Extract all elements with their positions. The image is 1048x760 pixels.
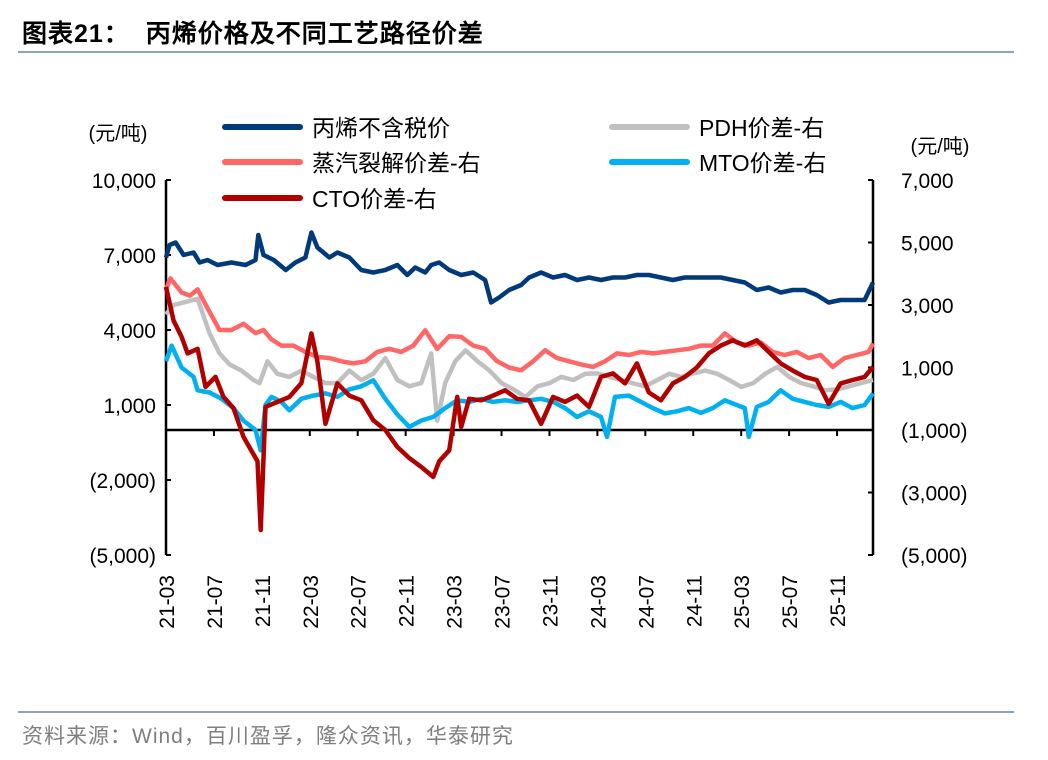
right-tick-label: (1,000) <box>901 420 968 443</box>
x-tick-label: 21-11 <box>252 575 275 627</box>
left-tick-label: (5,000) <box>89 545 156 568</box>
legend-label: 丙烯不含税价 <box>312 115 450 141</box>
x-tick-label: 24-03 <box>587 575 610 629</box>
right-tick-label: 5,000 <box>901 233 954 256</box>
left-tick-label: 10,000 <box>92 170 156 193</box>
x-tick-label: 24-07 <box>635 575 658 629</box>
left-tick-label: (2,000) <box>89 470 156 493</box>
series-line-0 <box>163 230 876 305</box>
right-tick-label: (3,000) <box>901 483 968 506</box>
legend-label: 蒸汽裂解价差-右 <box>312 150 481 176</box>
x-tick-label: 25-11 <box>827 575 850 627</box>
left-tick-label: 4,000 <box>103 320 156 343</box>
legend-label: PDH价差-右 <box>699 115 824 141</box>
series-line-2 <box>163 276 875 373</box>
x-tick-label: 22-11 <box>396 575 419 627</box>
right-tick-label: 1,000 <box>901 358 954 381</box>
source-divider <box>18 711 1014 713</box>
left-axis-unit: (元/吨) <box>89 122 148 145</box>
x-tick-label: 25-03 <box>731 575 754 629</box>
source-note: 资料来源：Wind，百川盈孚，隆众资讯，华泰研究 <box>22 725 514 748</box>
x-tick-label: 21-03 <box>156 575 179 629</box>
legend-label: MTO价差-右 <box>699 150 826 176</box>
right-tick-label: (5,000) <box>901 545 968 568</box>
series-line-1 <box>164 296 874 423</box>
x-tick-label: 22-03 <box>300 575 323 629</box>
right-tick-label: 7,000 <box>901 170 954 193</box>
x-tick-label: 25-07 <box>779 575 802 629</box>
right-tick-label: 3,000 <box>901 295 954 318</box>
x-tick-label: 23-11 <box>539 575 562 627</box>
x-tick-label: 22-07 <box>348 575 371 629</box>
series-line-4 <box>163 286 875 533</box>
left-tick-label: 7,000 <box>103 245 156 268</box>
legend-label: CTO价差-右 <box>312 186 437 212</box>
left-tick-label: 1,000 <box>103 395 156 418</box>
x-tick-label: 23-07 <box>492 575 515 629</box>
x-tick-label: 21-07 <box>204 575 227 629</box>
right-axis-unit: (元/吨) <box>911 135 970 158</box>
x-tick-label: 24-11 <box>683 575 706 627</box>
chart-title: 图表21： 丙烯价格及不同工艺路径价差 <box>22 20 484 48</box>
x-tick-label: 23-03 <box>444 575 467 629</box>
title-divider <box>18 51 1014 53</box>
